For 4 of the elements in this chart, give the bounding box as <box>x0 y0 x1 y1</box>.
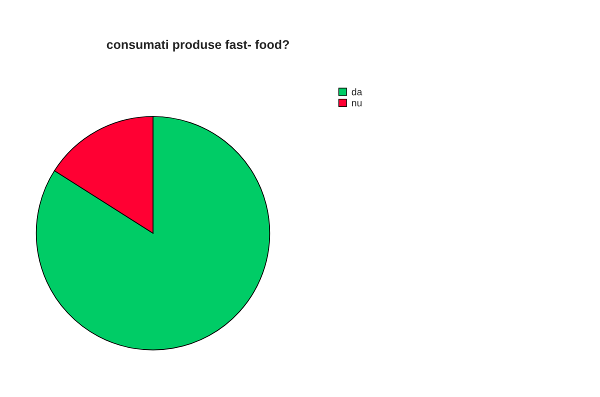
chart-title: consumati produse fast- food? <box>106 40 289 52</box>
legend-label: nu <box>352 101 362 106</box>
pie-slice <box>36 116 270 350</box>
legend-label: da <box>352 88 362 96</box>
